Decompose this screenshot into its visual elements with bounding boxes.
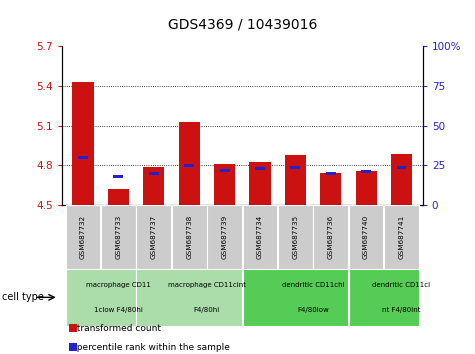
Text: GSM687737: GSM687737 xyxy=(151,215,157,259)
Text: GSM687741: GSM687741 xyxy=(399,215,405,259)
Text: percentile rank within the sample: percentile rank within the sample xyxy=(71,343,230,352)
Bar xyxy=(179,122,200,205)
Bar xyxy=(143,167,164,205)
Bar xyxy=(114,175,124,178)
Bar xyxy=(207,205,242,269)
Bar xyxy=(243,269,348,326)
Bar xyxy=(326,172,336,175)
Bar xyxy=(290,166,300,169)
Bar xyxy=(136,269,242,326)
Bar xyxy=(184,164,194,167)
Bar xyxy=(149,172,159,175)
Bar xyxy=(349,205,383,269)
Bar xyxy=(108,189,129,205)
Bar xyxy=(355,171,377,205)
Text: nt F4/80int: nt F4/80int xyxy=(382,307,421,313)
Bar xyxy=(78,156,88,159)
Text: GSM687736: GSM687736 xyxy=(328,215,334,259)
Bar xyxy=(249,161,271,205)
Bar xyxy=(384,205,419,269)
Bar xyxy=(66,205,100,269)
Text: GSM687733: GSM687733 xyxy=(115,215,122,259)
Text: GSM687738: GSM687738 xyxy=(186,215,192,259)
Bar xyxy=(349,269,419,326)
Bar xyxy=(320,173,342,205)
Bar xyxy=(391,154,412,205)
Bar xyxy=(397,166,407,169)
Text: dendritic CD11chi: dendritic CD11chi xyxy=(282,282,344,288)
Bar xyxy=(172,205,207,269)
Text: F4/80low: F4/80low xyxy=(297,307,329,313)
Text: GSM687740: GSM687740 xyxy=(363,215,369,259)
Bar xyxy=(214,164,235,205)
Text: dendritic CD11ci: dendritic CD11ci xyxy=(372,282,430,288)
Bar xyxy=(243,205,277,269)
Text: macrophage CD11: macrophage CD11 xyxy=(86,282,151,288)
Bar xyxy=(278,205,313,269)
Text: cell type: cell type xyxy=(2,292,44,302)
Bar xyxy=(255,167,265,170)
Text: 1clow F4/80hi: 1clow F4/80hi xyxy=(94,307,143,313)
Text: GDS4369 / 10439016: GDS4369 / 10439016 xyxy=(168,18,317,32)
Text: transformed count: transformed count xyxy=(71,324,161,333)
Bar xyxy=(101,205,136,269)
Bar xyxy=(136,205,171,269)
Bar xyxy=(72,82,94,205)
Bar xyxy=(314,205,348,269)
Text: GSM687739: GSM687739 xyxy=(221,215,228,259)
Bar xyxy=(285,155,306,205)
Text: macrophage CD11cint: macrophage CD11cint xyxy=(168,282,246,288)
Text: GSM687734: GSM687734 xyxy=(257,215,263,259)
Bar xyxy=(66,269,136,326)
Text: GSM687732: GSM687732 xyxy=(80,215,86,259)
Bar xyxy=(219,169,229,172)
Text: F4/80hi: F4/80hi xyxy=(194,307,220,313)
Text: GSM687735: GSM687735 xyxy=(292,215,298,259)
Bar xyxy=(361,170,371,173)
